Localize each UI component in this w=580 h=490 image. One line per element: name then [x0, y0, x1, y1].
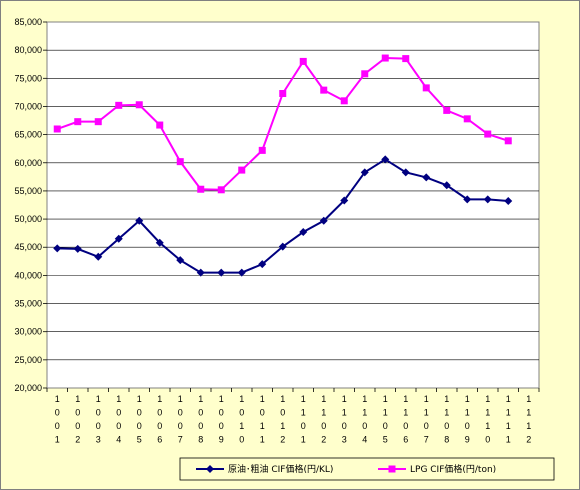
- y-tick-label: 70,000: [14, 101, 42, 111]
- legend-items: 原油･粗油 CIF価格(円/KL) LPG CIF価格(円/ton): [196, 463, 496, 475]
- data-point: [340, 196, 349, 205]
- gridlines: [47, 49, 539, 361]
- y-tick-label: 30,000: [14, 327, 42, 337]
- series-1: [53, 155, 513, 277]
- data-point: [196, 268, 205, 277]
- data-point: [443, 106, 451, 114]
- plot-area: [46, 21, 540, 389]
- y-tick-label: 80,000: [14, 45, 42, 55]
- data-point: [504, 197, 513, 206]
- y-tick-label: 35,000: [14, 299, 42, 309]
- data-point: [114, 234, 123, 243]
- y-tick-label: 20,000: [14, 383, 42, 393]
- data-point: [299, 228, 308, 237]
- y-tick-label: 55,000: [14, 186, 42, 196]
- data-point: [197, 185, 205, 193]
- data-point: [53, 244, 62, 253]
- data-point: [135, 216, 144, 225]
- data-point: [484, 130, 492, 138]
- y-tick-label: 45,000: [14, 242, 42, 252]
- y-tick-label: 60,000: [14, 158, 42, 168]
- legend-marker: [388, 465, 396, 473]
- data-point: [299, 57, 307, 65]
- data-point: [217, 268, 226, 277]
- y-tick-label: 65,000: [14, 130, 42, 140]
- data-point: [442, 181, 451, 190]
- data-point: [135, 101, 143, 109]
- y-tick-label: 25,000: [14, 355, 42, 365]
- data-point: [156, 121, 164, 129]
- data-point: [278, 242, 287, 251]
- data-point: [155, 238, 164, 247]
- data-point: [73, 244, 82, 253]
- data-point: [402, 55, 410, 63]
- data-point: [94, 118, 102, 126]
- data-point: [279, 90, 287, 98]
- data-point: [176, 158, 184, 166]
- x-axis: 1 0 0 1 1 0 0 2 1 0 0 3 1 0 0 4 1 0 0 5 1 0 0 6 1 0 0 7 1 0 0 8 1 0 0 9 1 0 1 0…: [46, 388, 540, 445]
- legend: [179, 457, 555, 481]
- data-point: [74, 118, 82, 126]
- data-point: [320, 86, 328, 94]
- y-tick-label: 75,000: [14, 73, 42, 83]
- y-tick-label: 40,000: [14, 270, 42, 280]
- data-point: [340, 97, 348, 105]
- data-point: [463, 115, 471, 123]
- data-point: [360, 168, 369, 177]
- series-layer: [53, 54, 513, 277]
- data-point: [504, 137, 512, 145]
- data-point: [94, 252, 103, 261]
- series-2: [53, 54, 512, 194]
- data-point: [422, 173, 431, 182]
- y-axis: 20,000 25,000 30,000 35,000 40,000 45,000 50,0…: [14, 17, 47, 393]
- data-point: [176, 256, 185, 265]
- data-point: [381, 54, 389, 62]
- data-point: [238, 166, 246, 174]
- data-point: [115, 101, 123, 109]
- data-point: [463, 195, 472, 204]
- legend-label: 原油･粗油 CIF価格(円/KL): [228, 463, 333, 475]
- data-point: [422, 84, 430, 92]
- data-point: [483, 195, 492, 204]
- data-point: [319, 216, 328, 225]
- data-point: [401, 168, 410, 177]
- data-point: [237, 268, 246, 277]
- y-tick-label: 85,000: [14, 17, 42, 27]
- data-point: [361, 70, 369, 78]
- data-point: [381, 155, 390, 164]
- data-point: [53, 125, 61, 133]
- legend-marker: [206, 465, 214, 473]
- legend-label: LPG CIF価格(円/ton): [410, 463, 496, 475]
- data-point: [217, 186, 225, 194]
- data-point: [258, 146, 266, 154]
- y-tick-label: 50,000: [14, 214, 42, 224]
- data-point: [258, 260, 267, 269]
